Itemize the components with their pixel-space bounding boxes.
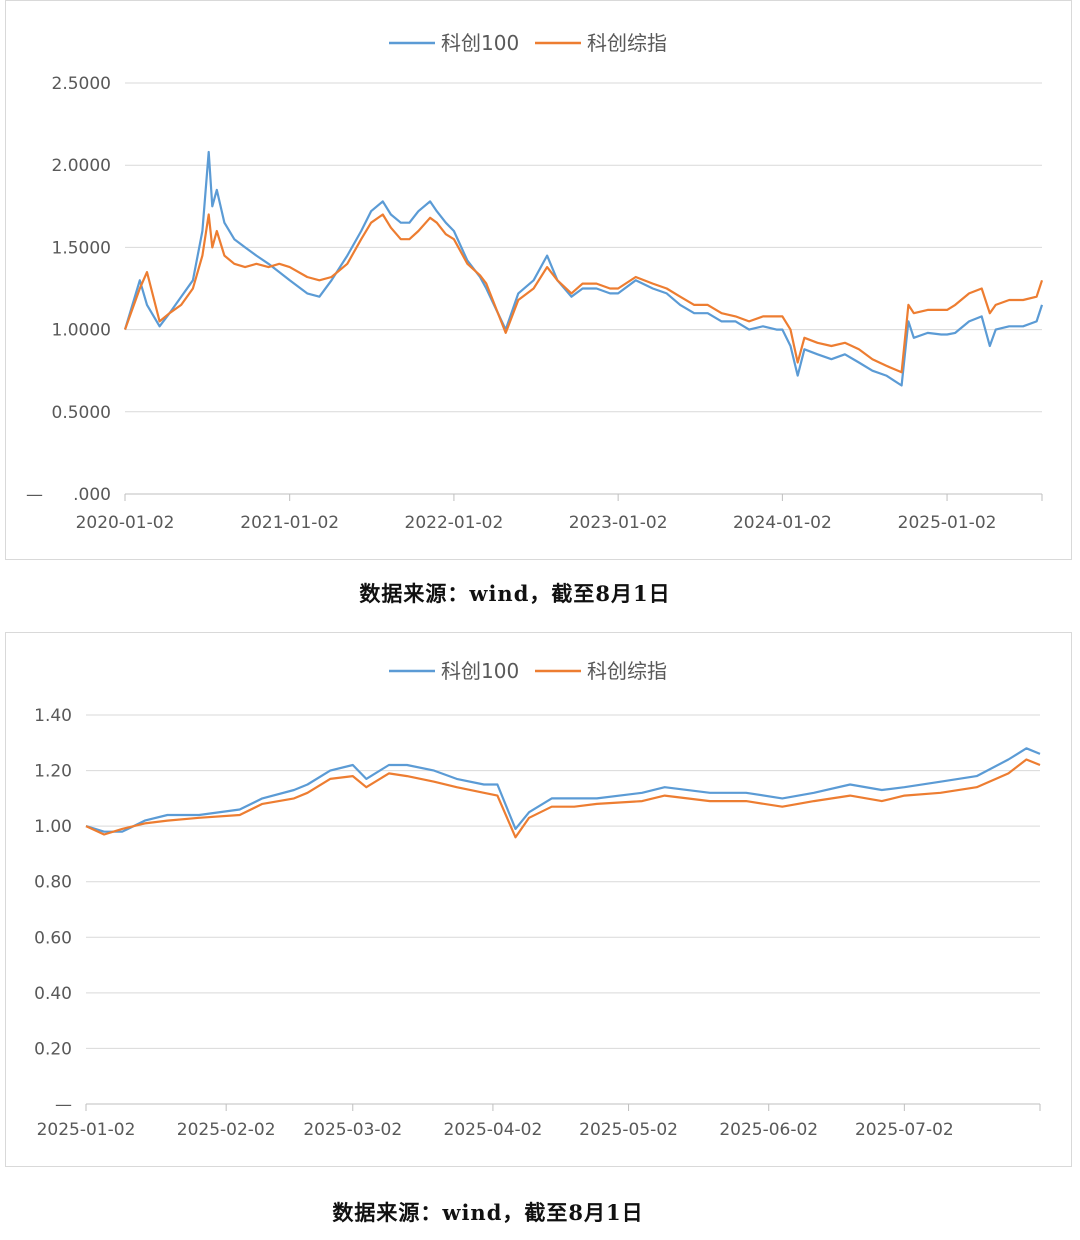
- x-tick-label: 2023-01-02: [569, 513, 668, 533]
- x-tick-label: 2025-07-02: [855, 1120, 954, 1140]
- y-tick-label: 1.0000: [52, 321, 111, 341]
- y-tick-label: 1.40: [34, 706, 72, 726]
- y-tick-label: —: [55, 1095, 72, 1115]
- y-tick-label: 2.0000: [52, 156, 111, 176]
- x-tick-label: 2025-04-02: [444, 1120, 543, 1140]
- chart-panel-2: — 0.20 0.40 0.60 0.80 1.00 1.20 1.40 2025-01-02 2…: [5, 632, 1072, 1167]
- x-tick-label: 2025-03-02: [303, 1120, 402, 1140]
- legend-entry: 科创100: [441, 31, 519, 55]
- series-line-kc100: [123, 150, 1044, 387]
- chart-1-caption: 数据来源：wind，截至8月1日: [359, 581, 671, 606]
- x-tick-label: 2025-01-02: [898, 513, 997, 533]
- chart-2-svg: — 0.20 0.40 0.60 0.80 1.00 1.20 1.40 2025-01-02 2…: [34, 659, 1041, 1140]
- y-tick-label: 1.20: [34, 762, 72, 782]
- chart-panel-1: .000 0.5000 1.0000 1.5000 2.0000 2.5000 — 2020-…: [5, 0, 1072, 560]
- y-tick-label: 0.20: [34, 1039, 72, 1059]
- x-tick-label: 2021-01-02: [240, 513, 339, 533]
- legend-entry: 科创100: [441, 659, 519, 683]
- chart-1-svg: .000 0.5000 1.0000 1.5000 2.0000 2.5000 — 2020-…: [26, 31, 1044, 533]
- series-line-kczz: [123, 213, 1044, 374]
- x-tick-label: 2025-06-02: [719, 1120, 818, 1140]
- x-tick-label: 2025-05-02: [579, 1120, 678, 1140]
- y-tick-label: 0.80: [34, 873, 72, 893]
- y-tick-label: 2.5000: [52, 74, 111, 94]
- x-tick-label: 2024-01-02: [733, 513, 832, 533]
- y-tick-label: 1.5000: [52, 238, 111, 258]
- y-tick-label: 0.40: [34, 984, 72, 1004]
- y-tick-label-prefix: —: [26, 485, 43, 505]
- y-tick-label: 0.5000: [52, 403, 111, 423]
- x-tick-label: 2025-01-02: [37, 1120, 136, 1140]
- legend-entry: 科创综指: [587, 31, 667, 55]
- x-tick-label: 2020-01-02: [76, 513, 175, 533]
- y-tick-label: 1.00: [34, 817, 72, 837]
- x-tick-label: 2025-02-02: [177, 1120, 276, 1140]
- series-line-kc100: [85, 747, 1041, 833]
- y-tick-label: 0.60: [34, 928, 72, 948]
- x-tick-label: 2022-01-02: [405, 513, 504, 533]
- chart-2-caption: 数据来源：wind，截至8月1日: [332, 1200, 644, 1225]
- legend-entry: 科创综指: [587, 659, 667, 683]
- y-tick-label: .000: [73, 485, 111, 505]
- series-line-kczz: [85, 758, 1041, 839]
